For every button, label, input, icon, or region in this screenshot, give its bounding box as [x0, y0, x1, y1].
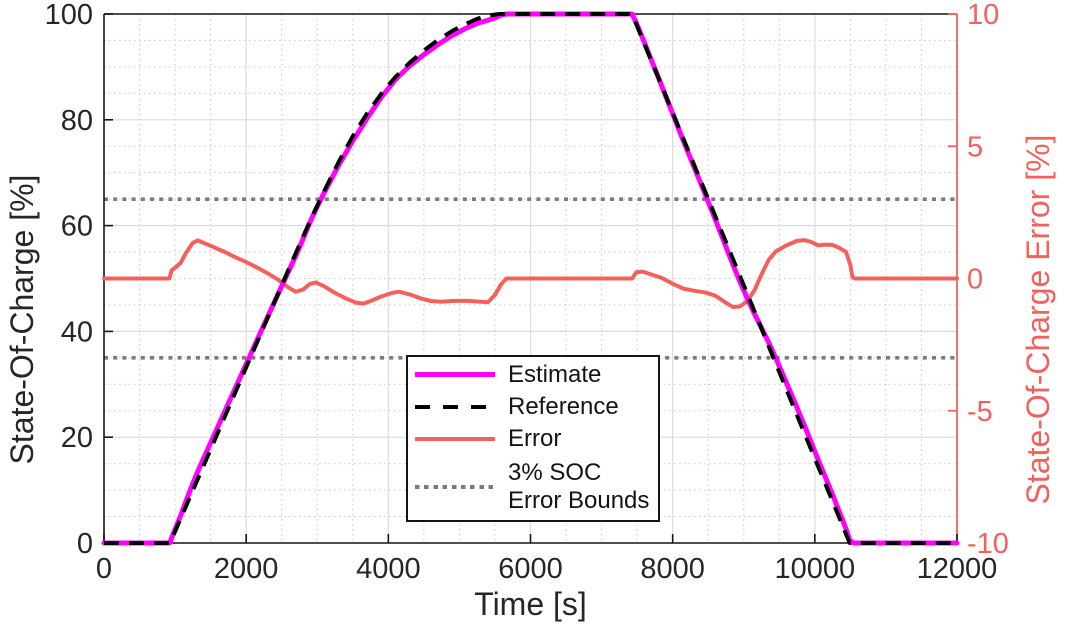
left-y-tick-label: 80: [61, 105, 93, 137]
x-tick-label: 4000: [356, 553, 421, 585]
legend-item-error: Error: [415, 423, 658, 455]
left-y-tick-label: 0: [77, 528, 93, 560]
x-axis-label: Time [s]: [474, 586, 587, 622]
left-y-tick-label: 40: [61, 316, 93, 348]
x-tick-label: 8000: [640, 553, 705, 585]
legend-label-reference: Reference: [508, 392, 619, 420]
reference-curve: [104, 12, 957, 545]
legend-item-estimate: Estimate: [415, 359, 658, 391]
error-curve: [102, 238, 959, 310]
error-bounds-line-sample: [415, 484, 495, 489]
legend-label-error-bounds-line2: Error Bounds: [508, 486, 650, 514]
legend-item-reference: Reference: [415, 391, 658, 423]
left-y-tick-label: 20: [61, 422, 93, 454]
x-tick-label: 2000: [214, 553, 279, 585]
left-y-tick-label: 60: [61, 211, 93, 243]
series-group: [101, 11, 960, 546]
x-tick-label: 0: [96, 553, 112, 585]
estimate-line-sample: [415, 372, 495, 377]
right-y-tick-label: -5: [967, 396, 993, 428]
x-tick-label: 10000: [775, 553, 856, 585]
right-y-axis-label: State-Of-Charge Error [%]: [1020, 134, 1056, 505]
left-y-axis-label: State-Of-Charge [%]: [4, 174, 40, 465]
right-y-tick-label: 10: [967, 0, 999, 31]
legend-item-error-bounds: 3% SOC Error Bounds: [415, 455, 658, 519]
legend-label-error-bounds: 3% SOC Error Bounds: [508, 459, 649, 515]
right-y-tick-label: 5: [967, 131, 983, 163]
reference-line-sample: [415, 404, 495, 409]
legend-label-error-bounds-line1: 3% SOC: [508, 458, 602, 486]
legend-label-error: Error: [508, 424, 562, 452]
x-tick-label: 6000: [498, 553, 563, 585]
legend-label-estimate: Estimate: [508, 360, 602, 388]
x-tick-label: 12000: [917, 553, 998, 585]
legend-box: Estimate Reference Error 3% SOC Error Bo…: [406, 355, 660, 522]
tick-label-group: 0 2000 4000 6000 8000 10000 12000020406080100-…: [45, 0, 1009, 585]
left-y-tick-label: 100: [45, 0, 93, 31]
right-y-tick-label: -10: [967, 528, 1009, 560]
right-y-tick-label: 0: [967, 264, 983, 296]
error-line-sample: [415, 436, 495, 441]
